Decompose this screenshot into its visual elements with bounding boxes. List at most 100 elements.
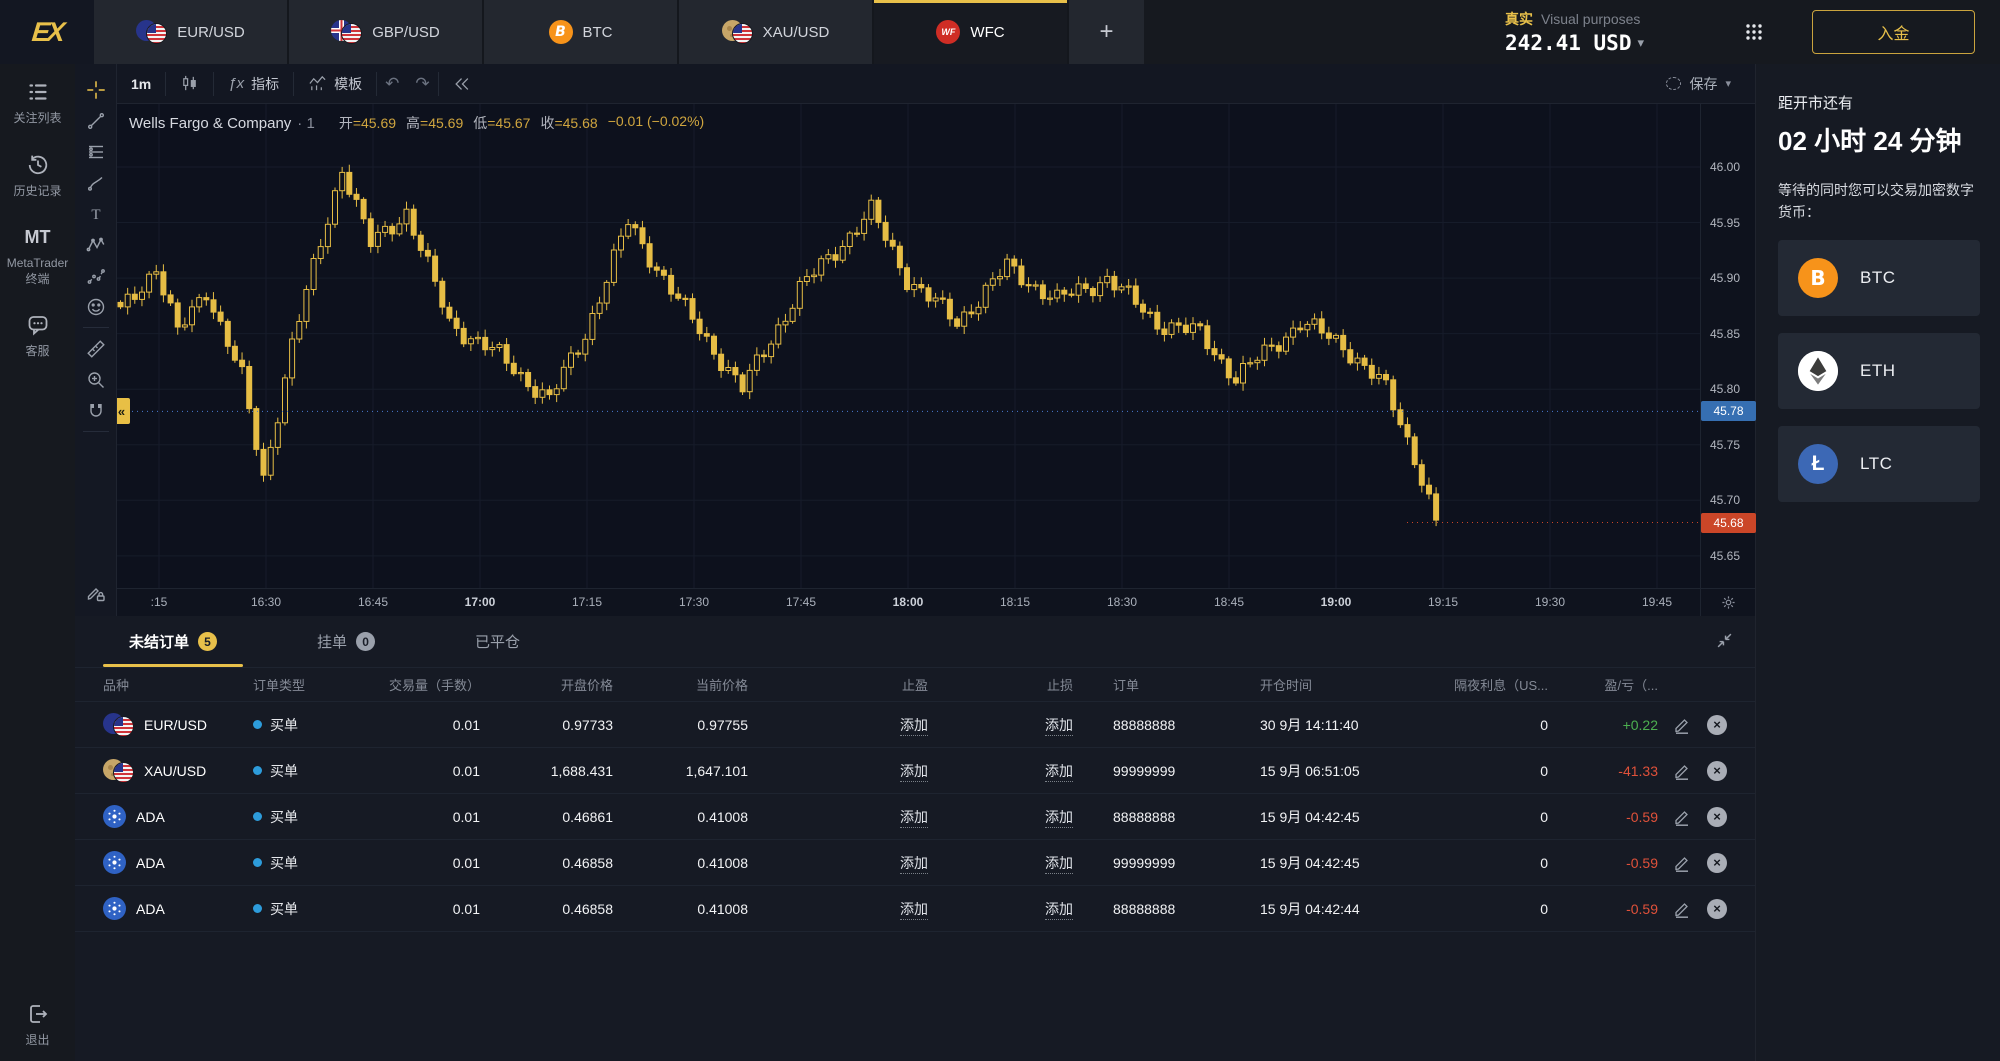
xabcd-pattern-tool-button[interactable] <box>81 229 111 260</box>
crypto-card-btc[interactable]: B BTC <box>1778 240 1980 317</box>
order-open-time: 15 9月 04:42:45 <box>1260 854 1360 871</box>
column-header: 开仓时间 <box>1260 678 1313 693</box>
close-order-button[interactable]: × <box>1707 760 1727 781</box>
crypto-card-eth[interactable]: ETH <box>1778 333 1980 410</box>
redo-button[interactable]: ↷ <box>415 73 430 94</box>
order-number: 99999999 <box>1113 854 1176 871</box>
buy-dot-icon <box>253 812 262 821</box>
brand-text: EX <box>30 16 64 47</box>
axis-settings-button[interactable] <box>1700 589 1755 616</box>
edit-order-button[interactable] <box>1673 808 1691 826</box>
timeframe-button[interactable]: 1m <box>131 75 152 92</box>
add-symbol-tab-button[interactable]: + <box>1069 0 1144 64</box>
candles-icon <box>183 75 197 91</box>
add-stop-loss-link[interactable]: 添加 <box>1045 808 1073 828</box>
scroll-left-marker[interactable]: « <box>117 398 130 424</box>
symbol-tab-xauusd[interactable]: XAU/USD <box>679 0 874 64</box>
add-take-profit-link[interactable]: 添加 <box>900 854 928 874</box>
toolbar-divider <box>437 71 439 96</box>
symbol-tab-eurusd[interactable]: EUR/USD <box>94 0 289 64</box>
time-tick: 19:45 <box>1641 595 1673 609</box>
collapse-icon <box>1717 633 1732 648</box>
close-order-button[interactable]: × <box>1707 898 1727 919</box>
magnet-tool-button[interactable] <box>81 395 111 426</box>
stop-loss-cell: 添加 <box>953 899 1088 920</box>
orders-tab-badge: 5 <box>198 632 218 651</box>
edit-order-button[interactable] <box>1673 900 1691 918</box>
orders-tab-2[interactable]: 已平仓 <box>449 616 546 667</box>
sidebar-item-logout[interactable]: 退出 <box>0 1002 75 1049</box>
sidebar-item-support[interactable]: 客服 <box>0 313 75 360</box>
order-volume: 0.01 <box>452 762 480 779</box>
price-tick: 45.95 <box>1710 215 1741 230</box>
orders-tab-0[interactable]: 未结订单 5 <box>103 616 244 667</box>
orders-table-header: 品种 订单类型 交易量（手数） 开盘价格 当前价格 止盈 止损 订单 开仓时间 隔夜利息（US..… <box>75 668 1755 702</box>
add-stop-loss-link[interactable]: 添加 <box>1045 716 1073 736</box>
orders-tab-badge: 0 <box>356 632 376 651</box>
sidebar-item-mt[interactable]: MT MetaTrader 终端 <box>0 225 75 287</box>
add-take-profit-link[interactable]: 添加 <box>900 808 928 828</box>
add-take-profit-link[interactable]: 添加 <box>900 762 928 782</box>
undo-button[interactable]: ↶ <box>385 73 400 94</box>
last-price-badge: 45.68 <box>1701 512 1756 533</box>
trend-line-tool-icon <box>86 111 106 131</box>
sidebar-item-label: 客服 <box>25 344 50 359</box>
account-balance-dropdown[interactable]: 242.41 USD ▾ <box>1505 31 1644 55</box>
close-order-button[interactable]: × <box>1707 852 1727 873</box>
fib-retracement-tool-button[interactable] <box>81 136 111 167</box>
add-take-profit-link[interactable]: 添加 <box>900 900 928 920</box>
orders-tab-1[interactable]: 挂单 0 <box>291 616 401 667</box>
toolbar-divider <box>293 71 295 96</box>
trend-line-tool-button[interactable] <box>81 105 111 136</box>
edit-order-button[interactable] <box>1673 854 1691 872</box>
symbol-tab-wfc[interactable]: WF WFC <box>874 0 1069 64</box>
close-order-button[interactable]: × <box>1707 806 1727 827</box>
chart-type-button[interactable] <box>166 71 213 97</box>
order-row: EUR/USD 买单 0.01 0.97733 0.97755 添加 添加 88888888 3… <box>75 702 1755 748</box>
drawing-lock-button[interactable] <box>81 577 111 608</box>
order-number: 88888888 <box>1113 900 1176 917</box>
sidebar-item-watchlist[interactable]: 关注列表 <box>0 80 75 127</box>
edit-order-button[interactable] <box>1673 762 1691 780</box>
zoom-in-tool-button[interactable] <box>81 364 111 395</box>
emoji-tool-button[interactable] <box>81 291 111 322</box>
crosshair-tool-button[interactable] <box>81 74 111 105</box>
add-take-profit-link[interactable]: 添加 <box>900 716 928 736</box>
orders-tab-label: 未结订单 <box>129 634 190 651</box>
brush-tool-button[interactable] <box>81 167 111 198</box>
zoom-in-tool-icon <box>86 370 106 390</box>
xabcd-pattern-tool-icon <box>86 235 106 255</box>
symbol-tab-btc[interactable]: B BTC <box>484 0 679 64</box>
text-tool-button[interactable]: T <box>81 198 111 229</box>
account-summary[interactable]: 真实 Visual purposes 242.41 USD ▾ <box>1505 9 1644 55</box>
measure-tool-button[interactable] <box>81 333 111 364</box>
close-order-button[interactable]: × <box>1707 714 1727 735</box>
tab-label: BTC <box>582 23 613 41</box>
forecast-tool-button[interactable] <box>81 260 111 291</box>
chart-pane[interactable]: Wells Fargo & Company · 1 开=45.69 高=45.6… <box>117 104 1700 588</box>
order-pl: -41.33 <box>1618 762 1658 779</box>
symbol-tab-gbpusd[interactable]: GBP/USD <box>289 0 484 64</box>
edit-order-button[interactable] <box>1673 716 1691 734</box>
templates-button[interactable]: 模板 <box>294 71 376 97</box>
price-tick: 45.65 <box>1710 548 1741 563</box>
collapse-panel-button[interactable] <box>1716 632 1733 649</box>
column-header: 开盘价格 <box>560 678 613 693</box>
price-axis[interactable]: 46.00 45.95 45.90 45.85 45.80 45.75 45.70 45.65… <box>1700 104 1756 588</box>
candlestick-chart <box>117 104 1700 588</box>
save-layout-button[interactable]: 保存 ▾ <box>1666 74 1745 94</box>
column-header: 隔夜利息（US... <box>1454 678 1548 693</box>
indicators-button[interactable]: ƒx 指标 <box>214 71 293 97</box>
apps-grid-icon[interactable] <box>1744 22 1764 42</box>
crypto-card-ltc[interactable]: Ł LTC <box>1778 426 1980 503</box>
add-stop-loss-link[interactable]: 添加 <box>1045 762 1073 782</box>
time-axis[interactable]: :15 16:30 16:45 17:00 17:15 17:30 17:45 18:00 18… <box>117 589 1700 616</box>
deposit-button[interactable]: 入金 <box>1812 10 1975 54</box>
brand-logo[interactable]: EX <box>0 0 94 64</box>
add-stop-loss-link[interactable]: 添加 <box>1045 900 1073 920</box>
add-stop-loss-link[interactable]: 添加 <box>1045 854 1073 874</box>
price-tick: 45.70 <box>1710 493 1741 508</box>
text-tool-icon: T <box>86 204 106 224</box>
replay-button[interactable] <box>439 71 485 97</box>
sidebar-item-history[interactable]: 历史记录 <box>0 153 75 200</box>
